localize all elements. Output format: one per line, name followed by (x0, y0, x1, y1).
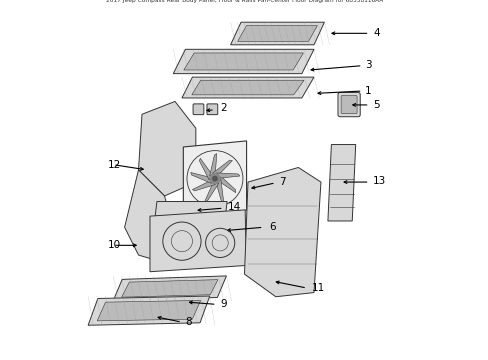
Text: 8: 8 (185, 317, 192, 327)
Polygon shape (212, 160, 232, 174)
Polygon shape (190, 172, 211, 183)
Polygon shape (237, 26, 317, 41)
Polygon shape (122, 280, 218, 297)
Circle shape (212, 176, 217, 181)
Polygon shape (244, 167, 320, 297)
Polygon shape (124, 170, 178, 265)
Polygon shape (155, 202, 226, 216)
Text: 1: 1 (365, 86, 371, 96)
FancyBboxPatch shape (206, 104, 217, 114)
Polygon shape (97, 301, 200, 321)
Text: 14: 14 (228, 202, 241, 212)
Text: 5: 5 (372, 100, 379, 110)
Polygon shape (88, 296, 209, 325)
Polygon shape (327, 144, 355, 221)
Text: 11: 11 (311, 283, 324, 293)
Polygon shape (113, 276, 226, 301)
FancyBboxPatch shape (341, 95, 356, 114)
Text: 4: 4 (372, 28, 379, 38)
Text: 6: 6 (268, 221, 275, 231)
Polygon shape (183, 141, 246, 216)
Polygon shape (183, 53, 303, 70)
Polygon shape (209, 154, 216, 176)
Polygon shape (173, 49, 313, 74)
Polygon shape (216, 173, 240, 178)
Polygon shape (199, 158, 211, 180)
Polygon shape (182, 77, 313, 98)
Polygon shape (150, 210, 246, 272)
Polygon shape (138, 102, 196, 196)
Polygon shape (220, 175, 235, 193)
Polygon shape (230, 22, 324, 45)
Polygon shape (204, 183, 219, 202)
Text: 10: 10 (108, 240, 121, 249)
FancyBboxPatch shape (193, 104, 203, 114)
Text: 3: 3 (365, 60, 371, 70)
Text: 7: 7 (279, 177, 285, 187)
Text: 9: 9 (220, 299, 226, 309)
Text: 13: 13 (372, 176, 386, 186)
Polygon shape (191, 80, 304, 95)
Text: 2017 Jeep Compass Rear Body Panel, Floor & Rails Pan-Center Floor Diagram for 68: 2017 Jeep Compass Rear Body Panel, Floor… (106, 0, 382, 3)
Text: 2: 2 (220, 103, 226, 113)
Circle shape (210, 174, 220, 184)
Polygon shape (216, 179, 223, 203)
FancyBboxPatch shape (337, 93, 360, 117)
Polygon shape (192, 181, 215, 191)
Text: 12: 12 (108, 160, 122, 170)
